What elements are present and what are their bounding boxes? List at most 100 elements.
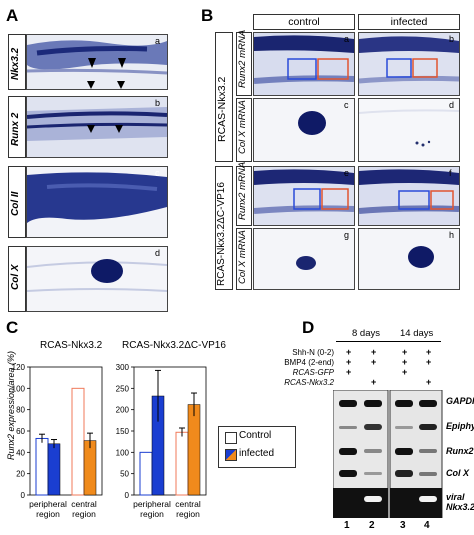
panel-b-letter-f: f	[449, 168, 452, 178]
panel-b-header-control: control	[253, 14, 355, 30]
panel-c-chart: 020406080100120peripheralregioncentralre…	[12, 363, 207, 519]
panel-a-image-runx2	[26, 96, 168, 158]
condition-sign: +	[346, 357, 352, 367]
condition-label-3: RCAS-GFP	[292, 368, 334, 377]
condition-label-4: RCAS-Nkx3.2	[284, 378, 334, 387]
condition-sign: +	[371, 357, 377, 367]
panel-b-row-box-1	[236, 32, 252, 96]
y-tick-label: 40	[16, 448, 25, 457]
panel-b-row-label-2: Col X mRNA	[237, 100, 248, 154]
panel-a-image-nkx32	[26, 34, 168, 90]
condition-sign: +	[402, 347, 408, 357]
band-label-colx: Col X	[446, 468, 470, 478]
condition-sign: +	[426, 347, 432, 357]
panel-d-label: D	[302, 318, 315, 337]
panel-b-row-box-4	[236, 228, 252, 290]
legend-label-infected: infected	[239, 448, 275, 459]
y-tick-label: 300	[116, 363, 130, 372]
panel-b-image-c	[253, 98, 355, 162]
condition-sign: +	[426, 357, 432, 367]
bar-infected	[83, 440, 97, 496]
panel-d-gel	[333, 390, 443, 518]
panel-b-letter-b: b	[449, 34, 455, 44]
panel-a-label: A	[6, 6, 19, 25]
panel-b-header-infected: infected	[358, 14, 460, 30]
y-tick-label: 0	[125, 491, 130, 500]
panel-b-image-d	[358, 98, 460, 162]
x-category-label: region	[72, 509, 96, 519]
panel-b-row-box-3	[236, 166, 252, 226]
panel-a-image-colx	[26, 246, 168, 312]
y-tick-label: 0	[21, 491, 26, 500]
y-tick-label: 120	[12, 363, 26, 372]
condition-sign: +	[346, 347, 352, 357]
panel-b-letter-g: g	[344, 230, 350, 240]
panel-b-group-label-2: RCAS-Nkx3.2ΔC-VP16	[216, 182, 227, 286]
x-category-label: region	[176, 509, 200, 519]
panel-d-header-line-14	[391, 341, 441, 342]
panel-a-letter-c: c	[155, 168, 160, 178]
arrowhead-icon	[88, 58, 126, 68]
y-tick-label: 50	[120, 470, 129, 479]
bar-control	[71, 387, 85, 496]
band-label-gapdh: GAPDH	[446, 396, 474, 406]
panel-a-image-col2	[26, 166, 168, 238]
x-category-label: central	[175, 499, 201, 509]
panel-b-row-box-2	[236, 98, 252, 162]
panel-b-image-a	[253, 32, 355, 96]
panel-b-label: B	[201, 6, 214, 25]
panel-b-letter-a: a	[344, 34, 350, 44]
panel-c-title-left: RCAS-Nkx3.2	[40, 340, 103, 351]
x-category-label: peripheral	[133, 499, 171, 509]
panel-b-image-f	[358, 166, 460, 226]
panel-a-letter-d: d	[155, 248, 161, 258]
band-label-viral-nkx32: viral Nkx3.2	[446, 492, 474, 512]
panel-a-gene-label-4: Col X	[10, 264, 21, 290]
y-tick-label: 60	[16, 427, 25, 436]
band-label-epiphycan: Epiphycan	[446, 421, 474, 431]
panel-b-image-g	[253, 228, 355, 290]
bar-infected	[47, 443, 61, 496]
panel-c-title-right: RCAS-Nkx3.2ΔC-VP16	[122, 340, 226, 351]
y-tick-label: 150	[116, 427, 130, 436]
panel-b-group-label-1: RCAS-Nkx3.2	[216, 76, 228, 142]
y-tick-label: 250	[116, 384, 130, 393]
panel-a-gene-box-2	[8, 96, 26, 158]
condition-sign: +	[402, 367, 408, 377]
panel-a-gene-box-4	[8, 246, 26, 312]
panel-c-label: C	[6, 318, 19, 337]
panel-a-gene-label-3: Col II	[10, 191, 21, 216]
panel-b-group-box-1	[215, 32, 233, 162]
lane-number-4: 4	[424, 520, 430, 531]
panel-b-row-label-4: Col X mRNA	[237, 230, 248, 284]
condition-label-2: BMP4 (2-end)	[284, 358, 334, 367]
panel-b-letter-e: e	[344, 168, 350, 178]
x-category-label: central	[71, 499, 97, 509]
panel-d-header-8days: 8 days	[352, 328, 380, 339]
panel-a-letter-b: b	[155, 98, 161, 108]
condition-sign: +	[346, 367, 352, 377]
panel-a-letter-a: a	[155, 36, 161, 46]
panel-b-image-h	[358, 228, 460, 290]
bar-control	[175, 431, 189, 496]
legend-swatch-infected	[225, 449, 237, 461]
panel-a-gene-box-3	[8, 166, 26, 238]
lane-number-2: 2	[369, 520, 375, 531]
condition-sign: +	[371, 347, 377, 357]
panel-b-letter-h: h	[449, 230, 455, 240]
y-tick-label: 100	[12, 384, 26, 393]
bar-control	[139, 451, 153, 496]
panel-a-gene-box-1	[8, 34, 26, 90]
panel-d-header-line-8	[336, 341, 398, 342]
panel-a-gene-label-1: Nkx3.2	[10, 47, 21, 80]
condition-sign: +	[426, 377, 432, 387]
panel-b-row-label-3: Runx2 mRNA	[237, 161, 248, 220]
band-label-runx2: Runx2	[446, 446, 474, 456]
legend-swatch-control	[225, 432, 237, 444]
condition-sign: +	[371, 377, 377, 387]
legend-label-control: Control	[239, 430, 272, 441]
condition-sign: +	[402, 357, 408, 367]
panel-b-row-label-1: Runx2 mRNA	[237, 29, 248, 88]
lane-number-1: 1	[344, 520, 350, 531]
panel-b-image-e	[253, 166, 355, 226]
